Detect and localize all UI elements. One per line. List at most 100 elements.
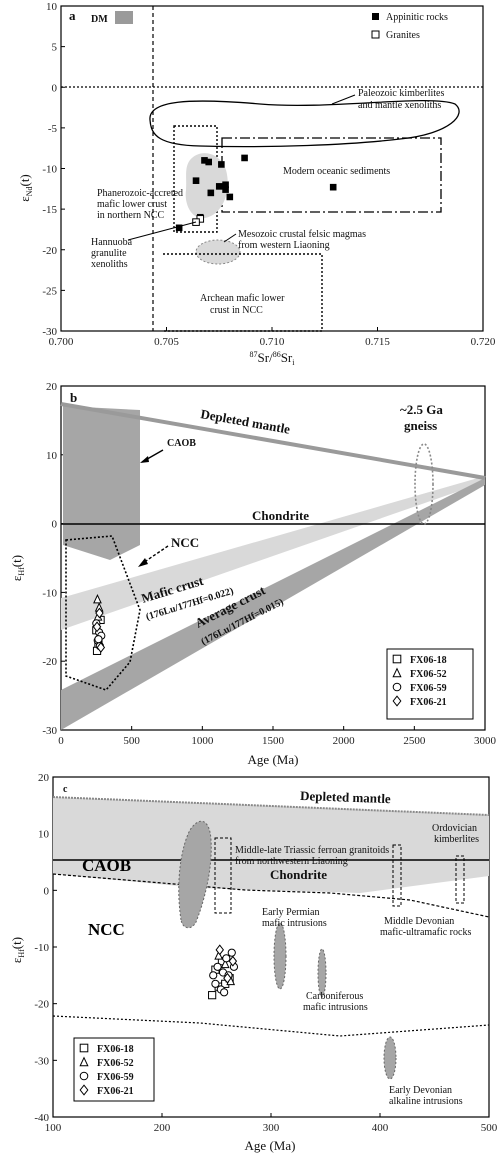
- legend-label: FX06-59: [97, 1072, 134, 1083]
- legend-marker: [392, 682, 402, 692]
- y-tick-label: -25: [42, 285, 57, 297]
- data-point: [222, 186, 229, 193]
- archean-field: [163, 253, 323, 332]
- panel-c-y-label: εHf(t): [9, 937, 26, 963]
- devonian-early-ellipse: [383, 1036, 397, 1080]
- caob-field: [63, 406, 140, 560]
- archean-label-2: crust in NCC: [210, 305, 263, 316]
- y-tick-label: -15: [42, 204, 57, 216]
- panel-c-x-label: Age (Ma): [245, 1138, 296, 1153]
- y-tick-label: 20: [38, 772, 50, 784]
- phanerozoic-label-2: mafic lower crust: [97, 199, 167, 210]
- data-point: [94, 635, 103, 644]
- x-tick-label: 100: [45, 1122, 62, 1134]
- panel-a-x-label: 87Sr/86Sri: [250, 350, 296, 367]
- ncc-upper-boundary: [52, 873, 490, 918]
- y-tick-label: 10: [46, 1, 58, 13]
- x-tick-label: 2000: [333, 735, 356, 747]
- data-point: [214, 950, 224, 960]
- y-tick-label: -30: [34, 1055, 49, 1067]
- x-tick-label: 400: [372, 1122, 389, 1134]
- hannuoba-label-2: granulite: [91, 248, 127, 259]
- data-point: [192, 218, 200, 226]
- mesozoic-field: [195, 239, 241, 265]
- hannuoba-label-1: Hannuoba: [91, 237, 133, 248]
- data-point: [175, 224, 183, 232]
- y-tick-label: -5: [48, 123, 58, 135]
- panel-c-label: c: [63, 784, 68, 795]
- data-point: [220, 988, 229, 997]
- phanerozoic-field: [173, 125, 218, 233]
- depleted-mantle-label-c: Depleted mantle: [300, 788, 391, 806]
- x-tick-label: 1500: [262, 735, 285, 747]
- kimberlites-label-1: Paleozoic kimberlites: [358, 88, 444, 99]
- hannuoba-label-3: xenoliths: [91, 259, 128, 270]
- y-tick-label: -10: [42, 587, 57, 599]
- y-tick-label: -20: [42, 656, 57, 668]
- panel-a-y-label: εNd(t): [17, 174, 34, 202]
- ordovician-label-1: Ordovician: [432, 823, 477, 834]
- y-tick-label: -40: [34, 1112, 49, 1124]
- panel-a-legend: Appinitic rocks Granites: [371, 12, 448, 41]
- data-point: [227, 948, 236, 957]
- chondrite-label-c: Chondrite: [270, 867, 327, 882]
- kimberlites-label-2: and mantle xenoliths: [358, 100, 441, 111]
- data-point: [215, 944, 225, 956]
- depleted-mantle-line-c: [52, 796, 490, 816]
- permian-label-1: Early Permian: [262, 907, 319, 918]
- y-tick-label: 10: [38, 829, 50, 841]
- data-point: [92, 621, 102, 633]
- legend-marker: [79, 1084, 89, 1096]
- data-point: [241, 154, 248, 162]
- data-point: [211, 979, 220, 988]
- panel-b-y-label: εHf(t): [9, 555, 26, 581]
- caob-label-c: CAOB: [82, 856, 131, 875]
- legend-label: FX06-21: [97, 1086, 134, 1097]
- caob-label: CAOB: [167, 438, 196, 449]
- legend-marker: [79, 1043, 89, 1053]
- phanerozoic-label-3: in northern NCC: [97, 210, 165, 221]
- legend-marker-granites: [371, 30, 380, 39]
- carboniferous-ellipse: [317, 948, 327, 998]
- dm-box: [115, 11, 133, 24]
- chondrite-label: Chondrite: [252, 508, 309, 523]
- data-point: [228, 955, 238, 967]
- triassic-box: [214, 837, 232, 914]
- y-tick-label: -30: [42, 725, 57, 737]
- gneiss-label-1: ~2.5 Ga: [400, 402, 443, 417]
- y-tick-label: -10: [34, 942, 49, 954]
- data-point: [222, 954, 231, 963]
- average-crust-band: [61, 478, 485, 730]
- y-tick-label: -20: [42, 245, 57, 257]
- legend-label: FX06-18: [97, 1044, 134, 1055]
- mesozoic-leader: [223, 233, 237, 243]
- y-tick-label: 20: [46, 381, 58, 393]
- devonian-mid-label-1: Middle Devonian: [384, 916, 454, 927]
- panel-c-legend: FX06-18 FX06-52 FX06-59 FX06-21: [73, 1037, 155, 1102]
- ncc-label: NCC: [171, 535, 199, 550]
- depleted-mantle-line: [60, 402, 486, 480]
- y-tick-label: 0: [52, 519, 58, 531]
- data-point: [205, 158, 212, 166]
- data-point: [218, 161, 225, 168]
- dm-label: DM: [91, 14, 108, 25]
- data-point: [201, 157, 208, 164]
- y-tick-label: -30: [42, 326, 57, 338]
- ordovician-box: [455, 855, 465, 904]
- mafic-crust-band: [61, 476, 485, 630]
- panel-b: 0 500 1000 1500 2000 2500 3000 20 10 0 -10 -20 -30 b…: [9, 381, 497, 767]
- triassic-label-1: Middle-late Triassic ferroan granitoids: [235, 845, 389, 856]
- caob-band: [53, 797, 489, 893]
- panel-b-ticks: 0 500 1000 1500 2000 2500 3000 20 10 0 -10 -20 -30: [42, 381, 496, 747]
- legend-label: FX06-59: [410, 683, 447, 694]
- y-tick-label: 5: [52, 42, 58, 54]
- data-point: [93, 593, 102, 604]
- ncc-arrow: [139, 545, 169, 566]
- x-tick-label: 2500: [403, 735, 426, 747]
- mesozoic-label-2: from western Liaoning: [238, 240, 330, 251]
- x-tick-label: 0.700: [49, 336, 74, 348]
- legend-label: FX06-21: [410, 697, 447, 708]
- carboniferous-label-1: Carboniferous: [306, 991, 363, 1002]
- data-point: [192, 177, 200, 184]
